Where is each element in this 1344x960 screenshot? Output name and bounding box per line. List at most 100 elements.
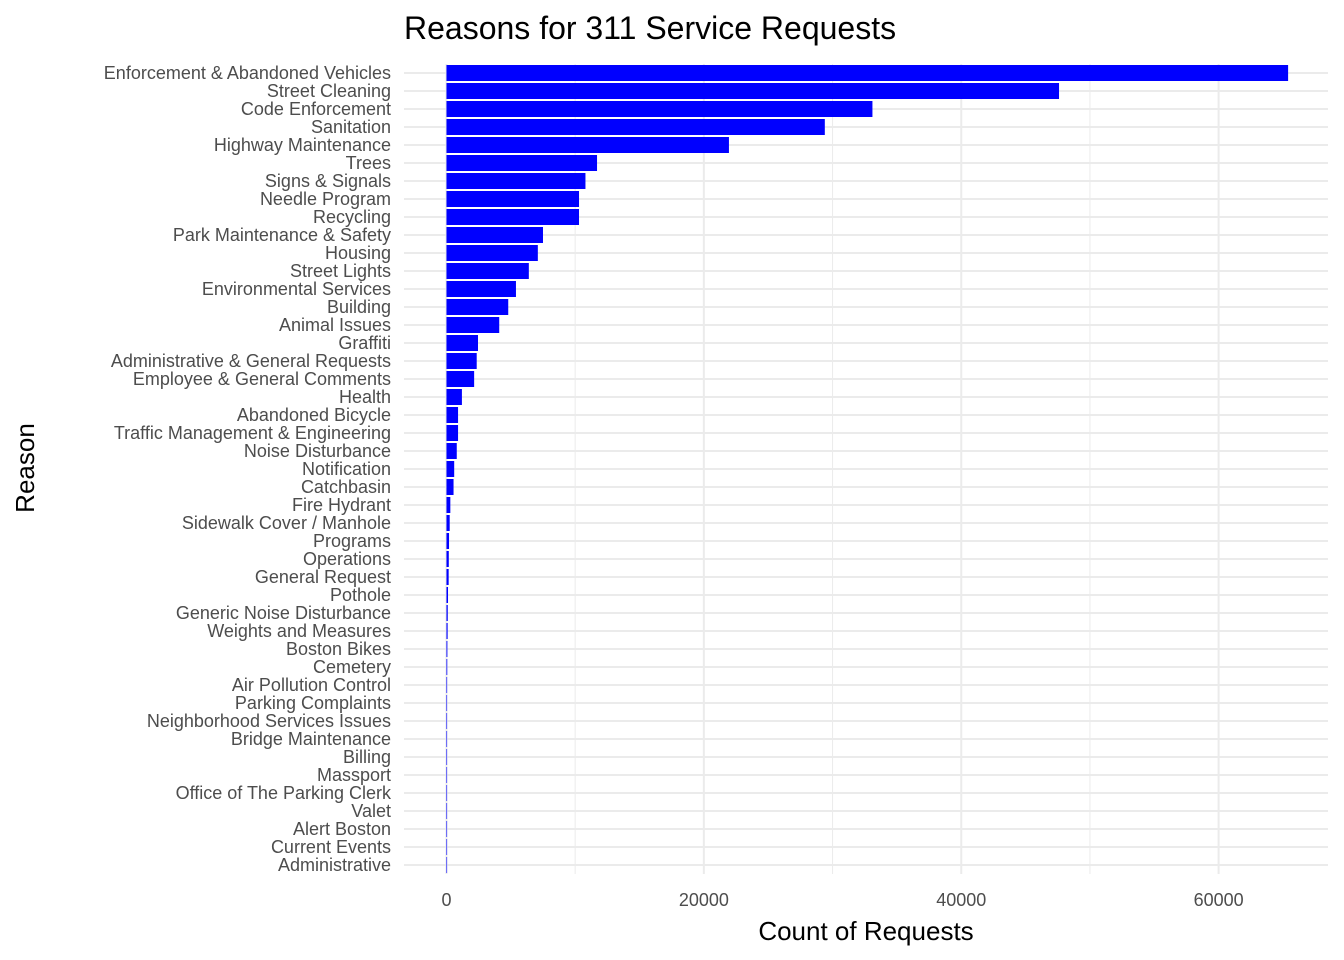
y-tick-label: General Request [255,567,391,587]
bar [446,533,450,549]
bar [446,587,449,603]
bar [446,101,873,117]
y-tick-label: Highway Maintenance [214,135,391,155]
x-axis-tick-labels: 0 20000 40000 60000 [441,890,1243,910]
y-tick-label: Neighborhood Services Issues [147,711,391,731]
bar [446,677,448,693]
bar [446,443,457,459]
y-tick-label: Traffic Management & Engineering [114,423,391,443]
x-tick-label: 20000 [679,890,729,910]
bar [446,281,516,297]
y-tick-label: Employee & General Comments [133,369,391,389]
y-tick-label: Generic Noise Disturbance [176,603,391,623]
y-tick-label: Housing [325,243,391,263]
y-tick-label: Noise Disturbance [244,441,391,461]
x-tick-label: 60000 [1194,890,1244,910]
bar [446,785,448,801]
bar [446,389,462,405]
y-tick-label: Administrative [278,855,391,875]
bar [446,839,448,855]
bar [446,191,580,207]
y-tick-label: Signs & Signals [265,171,391,191]
bar [446,335,478,351]
y-tick-label: Air Pollution Control [232,675,391,695]
bar [446,803,448,819]
y-tick-label: Administrative & General Requests [111,351,391,371]
y-tick-label: Boston Bikes [286,639,391,659]
y-tick-label: Current Events [271,837,391,857]
bar [446,515,450,531]
bar [446,119,825,135]
bar [446,65,1289,81]
y-tick-label: Office of The Parking Clerk [176,783,392,803]
bar [446,317,500,333]
bar [446,353,477,369]
y-tick-label: Parking Complaints [235,693,391,713]
y-tick-label: Abandoned Bicycle [237,405,391,425]
bar [446,461,455,477]
chart-title: Reasons for 311 Service Requests [404,10,896,46]
bar [446,155,598,171]
bar [446,173,586,189]
y-tick-label: Catchbasin [301,477,391,497]
x-axis-title: Count of Requests [758,916,973,946]
bar [446,767,448,783]
y-tick-label: Health [339,387,391,407]
y-tick-label: Recycling [313,207,391,227]
bar [446,299,509,315]
y-tick-label: Trees [346,153,391,173]
y-tick-label: Weights and Measures [207,621,391,641]
y-tick-label: Billing [343,747,391,767]
y-tick-label: Code Enforcement [241,99,391,119]
bars [446,65,1289,873]
y-tick-label: Park Maintenance & Safety [173,225,391,245]
bar [446,137,729,153]
bar [446,713,448,729]
bar [446,209,580,225]
bar [446,245,538,261]
bar [446,605,448,621]
bar [446,731,448,747]
y-tick-label: Street Lights [290,261,391,281]
bar [446,695,448,711]
bar [446,551,449,567]
y-tick-label: Street Cleaning [267,81,391,101]
bar [446,407,459,423]
x-tick-label: 40000 [936,890,986,910]
bar [446,227,543,243]
bar [446,371,475,387]
y-tick-label: Operations [303,549,391,569]
y-tick-label: Notification [302,459,391,479]
y-tick-label: Cemetery [313,657,391,677]
y-tick-label: Environmental Services [202,279,391,299]
bar [446,263,529,279]
x-tick-label: 0 [441,890,451,910]
y-tick-label: Animal Issues [279,315,391,335]
y-tick-label: Fire Hydrant [292,495,391,515]
y-tick-label: Valet [351,801,391,821]
y-tick-label: Programs [313,531,391,551]
bar [446,83,1060,99]
y-tick-label: Building [327,297,391,317]
bar [446,641,448,657]
y-tick-label: Pothole [330,585,391,605]
y-axis-title: Reason [10,423,40,513]
y-tick-label: Massport [317,765,391,785]
y-tick-label: Sanitation [311,117,391,137]
y-tick-label: Bridge Maintenance [231,729,391,749]
bar [446,569,449,585]
bar [446,425,459,441]
y-tick-label: Alert Boston [293,819,391,839]
y-tick-label: Sidewalk Cover / Manhole [182,513,391,533]
bar [446,857,448,873]
bar [446,659,448,675]
bar [446,749,448,765]
y-tick-label: Graffiti [338,333,391,353]
bar [446,479,454,495]
bar [446,623,448,639]
y-tick-label: Needle Program [260,189,391,209]
y-tick-label: Enforcement & Abandoned Vehicles [104,63,391,83]
bar [446,497,451,513]
